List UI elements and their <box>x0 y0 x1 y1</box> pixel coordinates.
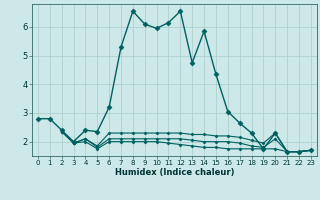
X-axis label: Humidex (Indice chaleur): Humidex (Indice chaleur) <box>115 168 234 177</box>
